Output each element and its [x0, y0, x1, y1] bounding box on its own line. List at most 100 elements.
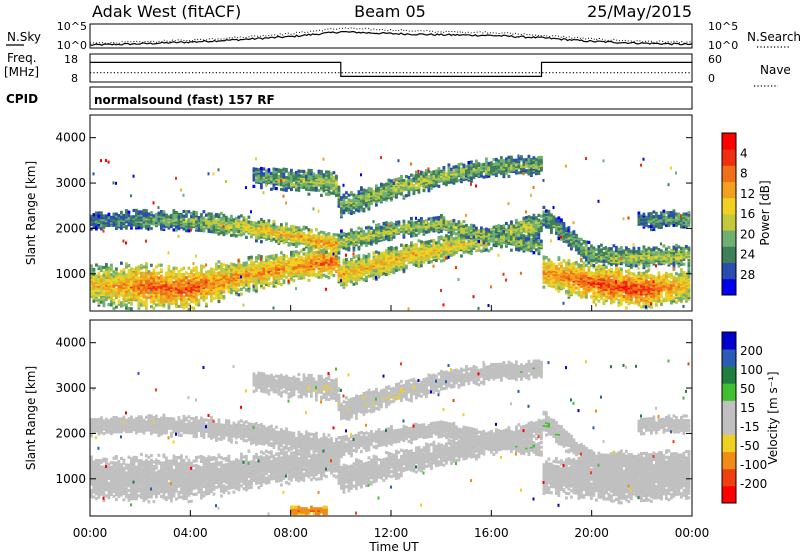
- range-time-cell: [247, 264, 251, 268]
- range-time-cell: [287, 176, 291, 180]
- range-time-cell: [357, 190, 361, 194]
- range-time-cell: [260, 255, 263, 259]
- range-time-cell: [265, 258, 268, 263]
- range-time-cell: [140, 223, 143, 227]
- range-time-cell: [105, 214, 108, 218]
- range-time-cell: [165, 224, 168, 228]
- range-time-cell: [417, 252, 421, 256]
- freq-panel: Freq. [MHz] 18 8 60 0 Nave: [4, 51, 791, 87]
- range-time-cell: [237, 215, 241, 219]
- range-time-cell: [315, 250, 318, 254]
- range-time-cell: [355, 233, 358, 237]
- range-time-cell: [222, 226, 226, 230]
- range-time-cell: [122, 239, 125, 243]
- range-time-cell: [195, 266, 198, 270]
- range-time-cell: [182, 209, 186, 214]
- range-time-cell: [265, 180, 268, 184]
- range-time-cell: [102, 270, 106, 274]
- range-time-cell: [235, 229, 238, 233]
- range-time-cell: [435, 169, 438, 173]
- range-time-cell: [212, 225, 216, 229]
- range-time-cell: [202, 265, 206, 269]
- range-time-cell: [300, 185, 303, 189]
- range-time-cell: [142, 290, 146, 294]
- range-time-cell: [437, 175, 441, 179]
- range-time-cell: [315, 236, 318, 240]
- range-time-cell: [167, 221, 171, 225]
- range-time-cell: [322, 184, 326, 188]
- range-time-cell: [147, 215, 151, 219]
- range-time-cell: [217, 224, 221, 228]
- range-time-cell: [462, 168, 466, 172]
- range-time-cell: [297, 232, 301, 236]
- range-time-cell: [187, 279, 191, 283]
- range-time-cell: [285, 225, 288, 229]
- range-time-cell: [220, 265, 223, 269]
- range-time-cell: [277, 179, 281, 183]
- range-time-cell: [275, 172, 278, 176]
- range-time-cell: [390, 221, 393, 225]
- range-time-cell: [225, 284, 228, 288]
- range-time-cell: [317, 209, 320, 213]
- range-time-cell: [290, 254, 293, 258]
- range-time-cell: [287, 279, 290, 283]
- range-time-cell: [130, 307, 133, 311]
- range-time-cell: [125, 297, 128, 301]
- range-time-cell: [247, 256, 251, 260]
- range-time-cell: [227, 264, 231, 268]
- range-time-cell: [102, 265, 106, 270]
- range-time-cell: [107, 217, 111, 221]
- range-time-cell: [115, 225, 118, 229]
- range-time-cell: [235, 287, 238, 291]
- range-time-cell: [377, 251, 381, 255]
- range-time-cell: [392, 247, 396, 251]
- range-time-cell: [150, 217, 153, 221]
- range-time-cell: [220, 221, 223, 225]
- range-time-cell: [142, 208, 146, 213]
- range-time-cell: [260, 261, 263, 265]
- range-time-cell: [242, 232, 246, 236]
- range-time-cell: [332, 179, 336, 183]
- range-time-cell: [167, 300, 171, 304]
- range-time-cell: [115, 280, 118, 284]
- range-time-cell: [160, 227, 163, 231]
- range-time-cell: [222, 223, 226, 227]
- range-time-cell: [332, 180, 336, 184]
- range-time-cell: [142, 220, 146, 224]
- range-time-cell: [100, 278, 103, 282]
- range-time-cell: [375, 223, 378, 227]
- range-time-cell: [142, 300, 146, 304]
- range-time-cell: [145, 217, 148, 221]
- range-time-cell: [135, 213, 138, 217]
- range-time-cell: [305, 171, 307, 175]
- range-time-cell: [405, 186, 408, 190]
- range-time-cell: [350, 211, 353, 215]
- range-time-cell: [312, 186, 316, 190]
- range-time-cell: [452, 178, 456, 182]
- range-time-cell: [115, 212, 118, 216]
- range-time-cell: [365, 275, 368, 279]
- range-time-cell: [375, 226, 378, 231]
- range-time-cell: [400, 243, 403, 247]
- range-time-cell: [410, 162, 412, 166]
- range-time-cell: [295, 287, 297, 291]
- range-time-cell: [332, 252, 335, 256]
- range-time-cell: [452, 248, 456, 252]
- range-time-cell: [182, 266, 186, 270]
- range-time-cell: [290, 228, 293, 232]
- range-time-cell: [365, 235, 368, 239]
- range-time-cell: [120, 301, 123, 305]
- range-time-cell: [350, 236, 353, 240]
- range-time-cell: [287, 171, 291, 175]
- range-time-cell: [367, 259, 371, 263]
- range-time-cell: [465, 228, 468, 232]
- range-time-cell: [330, 240, 333, 244]
- range-time-cell: [320, 230, 323, 234]
- range-time-cell: [310, 178, 313, 182]
- range-time-cell: [477, 306, 480, 310]
- range-time-cell: [162, 210, 166, 214]
- range-time-cell: [385, 182, 388, 186]
- range-time-cell: [375, 255, 378, 259]
- range-time-cell: [265, 226, 268, 230]
- range-time-cell: [275, 180, 278, 184]
